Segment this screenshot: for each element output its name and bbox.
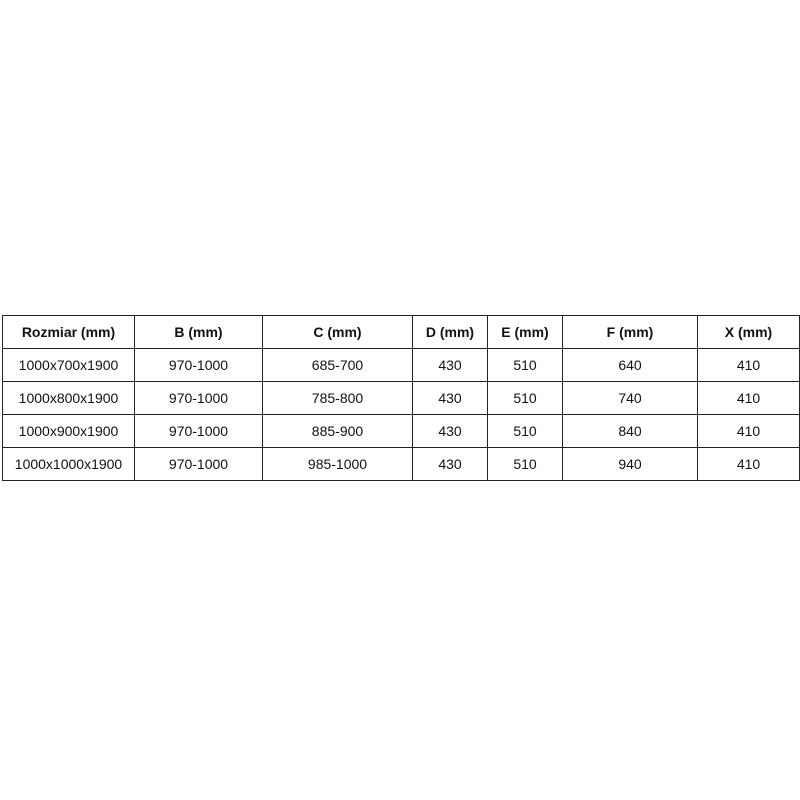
column-header: C (mm): [262, 315, 413, 349]
column-header: B (mm): [134, 315, 263, 349]
table-cell: 510: [487, 414, 563, 448]
table-row: 1000x900x1900 970-1000 885-900 430 510 840 410: [2, 414, 800, 448]
table-cell: 840: [562, 414, 698, 448]
table-cell: 510: [487, 381, 563, 415]
table-cell: 410: [697, 414, 800, 448]
table-cell: 430: [412, 381, 488, 415]
column-header: E (mm): [487, 315, 563, 349]
table-cell: 970-1000: [134, 348, 263, 382]
table-cell: 970-1000: [134, 381, 263, 415]
table-cell: 510: [487, 348, 563, 382]
table-cell: 410: [697, 348, 800, 382]
table-cell: 430: [412, 414, 488, 448]
column-header: F (mm): [562, 315, 698, 349]
column-header: D (mm): [412, 315, 488, 349]
table-cell: 685-700: [262, 348, 413, 382]
table-cell: 410: [697, 447, 800, 481]
table-cell: 510: [487, 447, 563, 481]
table-row: 1000x700x1900 970-1000 685-700 430 510 640 410: [2, 348, 800, 382]
column-header: X (mm): [697, 315, 800, 349]
table-cell: 410: [697, 381, 800, 415]
dimensions-table: Rozmiar (mm) B (mm) C (mm) D (mm) E (mm) F (m…: [2, 315, 800, 481]
table-row: 1000x800x1900 970-1000 785-800 430 510 740 410: [2, 381, 800, 415]
table-cell: 640: [562, 348, 698, 382]
table-cell: 785-800: [262, 381, 413, 415]
column-header: Rozmiar (mm): [2, 315, 135, 349]
table-cell: 940: [562, 447, 698, 481]
table-cell: 1000x800x1900: [2, 381, 135, 415]
table-cell: 970-1000: [134, 414, 263, 448]
table-cell: 430: [412, 447, 488, 481]
table-cell: 970-1000: [134, 447, 263, 481]
header-row: Rozmiar (mm) B (mm) C (mm) D (mm) E (mm) F (m…: [2, 315, 800, 349]
table-cell: 985-1000: [262, 447, 413, 481]
table-cell: 1000x700x1900: [2, 348, 135, 382]
table-cell: 1000x900x1900: [2, 414, 135, 448]
table-row: 1000x1000x1900 970-1000 985-1000 430 510 940 4…: [2, 447, 800, 481]
table-cell: 740: [562, 381, 698, 415]
table-cell: 1000x1000x1900: [2, 447, 135, 481]
table-cell: 885-900: [262, 414, 413, 448]
table-cell: 430: [412, 348, 488, 382]
